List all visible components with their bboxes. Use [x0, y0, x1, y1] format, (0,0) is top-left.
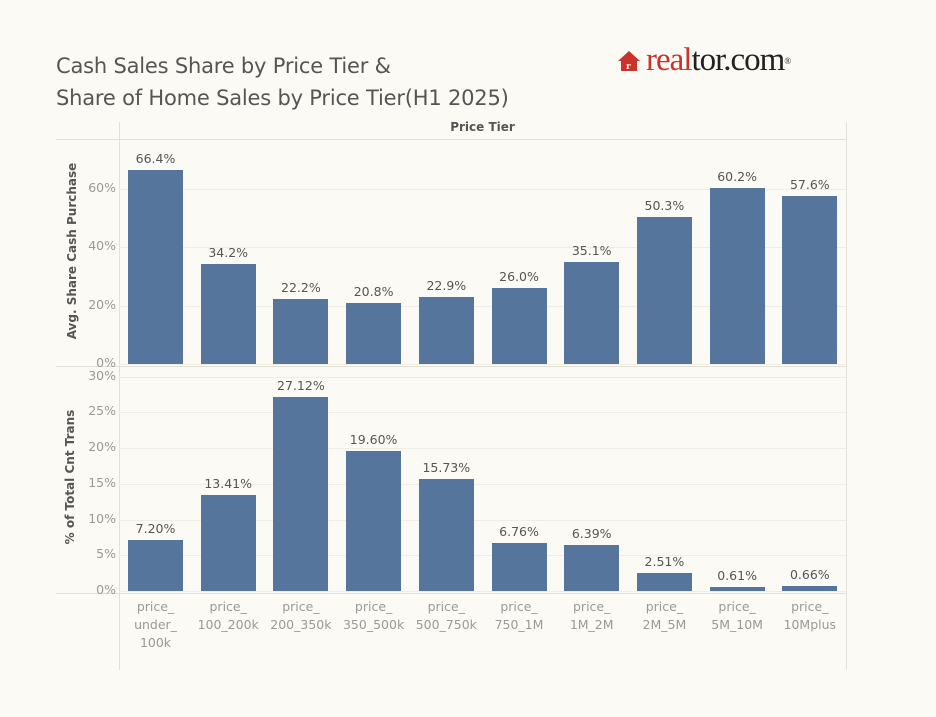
bar[interactable]	[418, 478, 474, 591]
x-category-label: price_ 100_200k	[197, 599, 259, 632]
bar-value-label: 26.0%	[499, 269, 539, 285]
bar-value-label: 50.3%	[644, 198, 685, 214]
bar[interactable]	[491, 542, 547, 591]
gridline	[119, 412, 846, 414]
gridline	[119, 247, 846, 249]
bottom-axis-line	[56, 593, 846, 594]
svg-text:r: r	[626, 60, 631, 72]
bar-value-label: 22.9%	[426, 278, 467, 294]
bar[interactable]	[782, 195, 838, 364]
x-category-label: price_ under_ 100k	[134, 599, 177, 650]
bar-value-label: 0.66%	[789, 567, 830, 583]
x-category-label: price_ 2M_5M	[642, 599, 687, 632]
bar-value-label: 60.2%	[717, 169, 757, 185]
gridline	[119, 376, 846, 378]
realtor-logo: r real tor.com ®	[617, 42, 791, 79]
y-tick-label: 40%	[88, 238, 116, 254]
bar-value-label: 34.2%	[208, 245, 249, 261]
chart-title-line2: Share of Home Sales by Price Tier(H1 202…	[56, 86, 509, 110]
x-category-label: price_ 350_500k	[342, 599, 405, 632]
x-category-label: price_ 500_750k	[415, 599, 477, 632]
bar-value-label: 19.60%	[349, 431, 398, 447]
bar-value-label: 20.8%	[353, 284, 394, 300]
gridline	[119, 448, 846, 449]
bar[interactable]	[273, 397, 329, 591]
bar-value-label: 57.6%	[789, 176, 830, 192]
bar[interactable]	[200, 495, 256, 591]
x-category-label: price_ 200_350k	[270, 599, 332, 632]
x-category-label: price_ 5M_10M	[711, 599, 763, 632]
bar-value-label: 27.12%	[277, 378, 325, 394]
x-category-label: price_ 10Mplus	[783, 599, 837, 632]
bar-value-label: 35.1%	[571, 242, 612, 258]
bar[interactable]	[636, 573, 692, 591]
logo-registered-mark: ®	[784, 55, 791, 66]
house-icon: r	[618, 50, 640, 72]
bar[interactable]	[128, 539, 183, 591]
chart-title-line1: Cash Sales Share by Price Tier &	[56, 54, 391, 78]
y-tick-label: 10%	[88, 510, 116, 526]
bar-value-label: 0.61%	[717, 567, 757, 583]
bar[interactable]	[564, 261, 620, 364]
bar[interactable]	[346, 303, 402, 364]
gridline	[119, 591, 846, 592]
bar[interactable]	[418, 297, 474, 364]
y-tick-label: 20%	[88, 296, 116, 312]
y-tick-label: 0%	[96, 582, 116, 597]
bar-value-label: 13.41%	[204, 476, 253, 492]
bar[interactable]	[782, 586, 838, 591]
bar[interactable]	[128, 170, 183, 364]
logo-text-tor: tor.com	[691, 42, 785, 78]
bar-value-label: 2.51%	[644, 554, 685, 570]
y-tick-label: 15%	[88, 474, 116, 490]
right-border	[846, 122, 847, 670]
y-tick-label: 30%	[88, 367, 116, 383]
panel-divider	[56, 366, 846, 367]
gridline	[119, 555, 846, 557]
gridline	[119, 364, 846, 365]
y-tick-label: 60%	[88, 179, 116, 195]
bar-value-label: 15.73%	[422, 459, 471, 475]
bottom-y-axis-label: % of Total Cnt Trans	[63, 409, 77, 545]
bar[interactable]	[491, 288, 547, 364]
bar[interactable]	[564, 545, 620, 591]
gridline	[119, 483, 846, 485]
bar-value-label: 22.2%	[281, 280, 321, 296]
logo-text-real: real	[646, 42, 692, 78]
bar[interactable]	[346, 450, 402, 591]
y-tick-label: 25%	[88, 403, 116, 419]
bar[interactable]	[636, 217, 692, 364]
left-axis-line	[119, 122, 120, 670]
x-category-label: price_ 750_1M	[494, 599, 544, 632]
bar-value-label: 66.4%	[135, 151, 176, 167]
bar-value-label: 6.76%	[499, 523, 539, 539]
bar[interactable]	[273, 299, 329, 364]
gridline	[119, 305, 846, 307]
bar[interactable]	[709, 188, 765, 364]
bar[interactable]	[200, 264, 256, 364]
gridline	[119, 519, 846, 521]
bar-value-label: 7.20%	[135, 520, 176, 536]
y-tick-label: 5%	[96, 546, 116, 562]
header-divider	[56, 139, 846, 140]
column-header-price-tier: Price Tier	[450, 120, 515, 134]
y-tick-label: 0%	[96, 355, 116, 370]
gridline	[119, 188, 846, 190]
x-category-label: price_ 1M_2M	[569, 599, 614, 632]
top-y-axis-label: Avg. Share Cash Purchase	[65, 162, 79, 340]
bar-value-label: 6.39%	[571, 526, 612, 542]
y-tick-label: 20%	[88, 439, 116, 454]
bar[interactable]	[709, 586, 765, 591]
chart-title: Cash Sales Share by Price Tier & Share o…	[56, 50, 509, 114]
